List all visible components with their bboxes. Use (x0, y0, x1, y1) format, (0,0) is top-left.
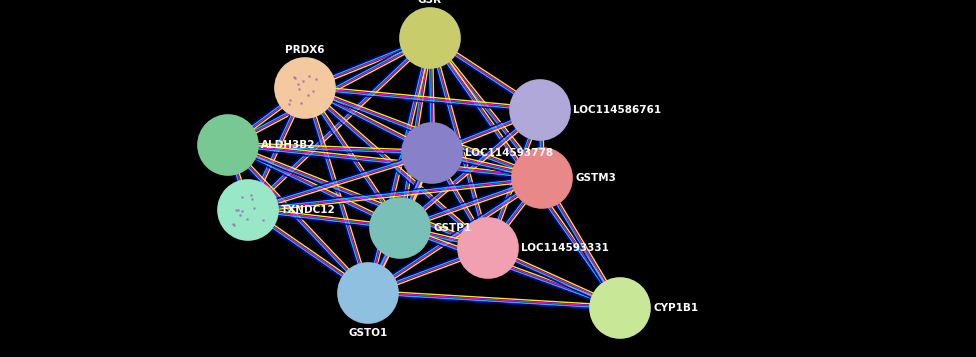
Text: GSTP1: GSTP1 (433, 223, 471, 233)
Circle shape (370, 198, 430, 258)
Text: GSR: GSR (418, 0, 442, 5)
Text: LOC114586761: LOC114586761 (573, 105, 661, 115)
Circle shape (458, 218, 518, 278)
Text: LOC114593331: LOC114593331 (521, 243, 609, 253)
Circle shape (510, 80, 570, 140)
Text: TXNDC12: TXNDC12 (281, 205, 336, 215)
Text: LOC114593778: LOC114593778 (465, 148, 553, 158)
Circle shape (512, 148, 572, 208)
Circle shape (402, 123, 462, 183)
Circle shape (400, 8, 460, 68)
Text: GSTO1: GSTO1 (348, 328, 387, 338)
Circle shape (218, 180, 278, 240)
Text: ALDH3B2: ALDH3B2 (261, 140, 315, 150)
Circle shape (590, 278, 650, 338)
Text: PRDX6: PRDX6 (285, 45, 325, 55)
Text: GSTM3: GSTM3 (575, 173, 616, 183)
Text: CYP1B1: CYP1B1 (653, 303, 698, 313)
Circle shape (198, 115, 258, 175)
Circle shape (275, 58, 335, 118)
Circle shape (338, 263, 398, 323)
